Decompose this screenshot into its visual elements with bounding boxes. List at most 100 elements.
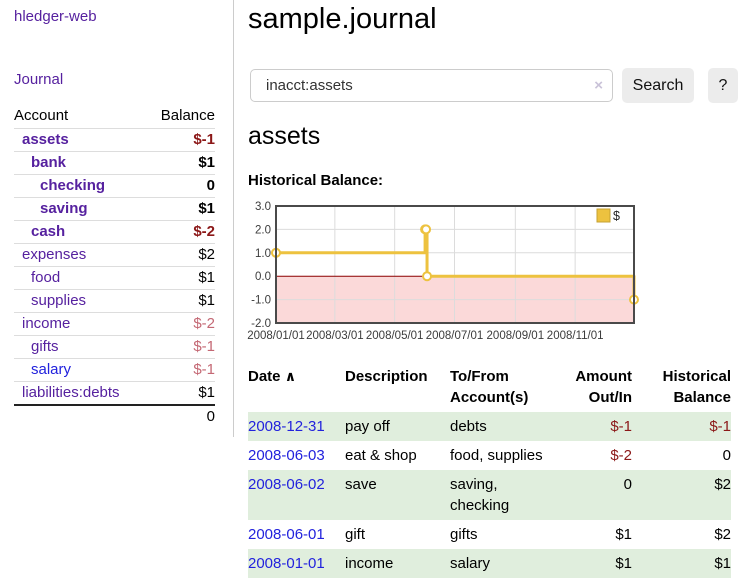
sidebar: hledger-web Journal Account Balance asse…: [0, 0, 234, 437]
transaction-accounts: debts: [450, 412, 552, 441]
account-row: gifts $-1: [14, 335, 215, 359]
date-column-header[interactable]: Date ∧: [248, 368, 297, 385]
account-link[interactable]: food: [31, 269, 61, 286]
svg-text:-2.0: -2.0: [251, 318, 271, 330]
chart-title: Historical Balance:: [248, 172, 384, 189]
svg-text:2008/07/01: 2008/07/01: [426, 330, 484, 342]
svg-text:2.0: 2.0: [255, 224, 271, 236]
historical-balance-chart: 3.0 2.0 1.0 0.0 -1.0 -2.0 2008/01/01 2008/03/01…: [245, 200, 742, 348]
transaction-description: gift: [345, 526, 366, 543]
account-link[interactable]: bank: [31, 154, 67, 171]
transaction-row: 2008-12-31 pay off debts $-1 $-1: [248, 412, 731, 441]
transaction-accounts: food, supplies: [450, 447, 543, 464]
svg-text:2008/01/01: 2008/01/01: [247, 330, 305, 342]
account-row: liabilities:debts $1: [14, 381, 215, 405]
account-link[interactable]: liabilities:debts: [22, 384, 120, 401]
account-balance: $-1: [146, 128, 215, 152]
transaction-amount: $1: [552, 549, 632, 578]
account-row: supplies $1: [14, 289, 215, 313]
account-row: expenses $2: [14, 243, 215, 267]
transaction-row: 2008-01-01 income salary $1 $1: [248, 549, 731, 578]
transaction-amount: $-2: [610, 447, 632, 464]
account-link[interactable]: gifts: [31, 338, 59, 355]
total-balance: 0: [146, 404, 215, 428]
account-row: salary $-1: [14, 358, 215, 382]
account-link[interactable]: salary: [31, 361, 72, 378]
transaction-date-link[interactable]: 2008-01-01: [248, 555, 325, 572]
svg-text:0.0: 0.0: [255, 271, 271, 283]
page-title: sample.journal: [248, 3, 437, 35]
description-column-header: Description: [345, 368, 428, 385]
data-point: [421, 224, 432, 235]
account-link[interactable]: expenses: [22, 246, 87, 263]
account-row: assets $-1: [14, 128, 215, 152]
account-link[interactable]: supplies: [31, 292, 87, 309]
account-row: cash $-2: [14, 220, 215, 244]
sort-ascending-icon: ∧: [284, 368, 297, 384]
account-row: bank $1: [14, 151, 215, 175]
account-balance: $1: [146, 381, 215, 405]
transaction-description: eat & shop: [345, 447, 417, 464]
svg-text:-1.0: -1.0: [251, 295, 271, 307]
svg-text:2008/05/01: 2008/05/01: [366, 330, 424, 342]
search-input[interactable]: [250, 69, 613, 102]
transactions-header-row: Date ∧ Description To/From Account(s) Am…: [248, 364, 731, 412]
clear-search-icon[interactable]: ×: [594, 77, 603, 94]
transaction-accounts: saving, checking: [450, 470, 552, 520]
sidebar-item-journal[interactable]: Journal: [14, 71, 64, 88]
account-table-header: Account Balance: [14, 104, 215, 129]
transaction-description: pay off: [345, 412, 450, 441]
transaction-amount: $-1: [552, 412, 632, 441]
transaction-date-link[interactable]: 2008-12-31: [248, 418, 325, 435]
transaction-row: 2008-06-01 gift gifts $1 $2: [248, 520, 731, 549]
account-balance: $1: [146, 289, 215, 313]
help-button[interactable]: ?: [708, 68, 738, 103]
svg-text:2008/11/01: 2008/11/01: [547, 330, 604, 342]
amount-column-header: Amount Out/In: [575, 368, 632, 406]
svg-text:1.0: 1.0: [255, 248, 271, 260]
account-balance: $1: [146, 197, 215, 221]
account-heading: assets: [248, 122, 321, 150]
transaction-date-link[interactable]: 2008-06-01: [248, 526, 325, 543]
transaction-row: 2008-06-03 eat & shop food, supplies $-2 0: [248, 441, 731, 470]
transaction-accounts: gifts: [450, 526, 478, 543]
account-balance: $-2: [146, 220, 215, 244]
account-balance: 0: [146, 174, 215, 198]
account-link[interactable]: checking: [40, 177, 106, 194]
transaction-description: save: [345, 470, 450, 520]
transaction-balance: $2: [632, 470, 731, 520]
transactions-table: Date ∧ Description To/From Account(s) Am…: [248, 364, 731, 578]
transaction-amount: $1: [615, 526, 632, 543]
total-row: 0: [14, 404, 215, 428]
account-row: checking 0: [14, 174, 215, 198]
account-link[interactable]: income: [22, 315, 71, 332]
tofrom-column-header: To/From Account(s): [450, 368, 529, 406]
account-balance: $-1: [146, 358, 215, 382]
legend-swatch: [596, 208, 611, 223]
transaction-date-link[interactable]: 2008-06-02: [248, 476, 325, 493]
transaction-balance: $-1: [632, 412, 731, 441]
transaction-row: 2008-06-02 save saving, checking 0 $2: [248, 470, 731, 520]
transaction-balance: $1: [632, 549, 731, 578]
account-balance-table: Account Balance assets $-1 bank $1 checking 0…: [14, 104, 215, 428]
search-button[interactable]: Search: [622, 68, 694, 103]
transaction-accounts: salary: [450, 549, 552, 578]
transaction-balance: 0: [722, 447, 731, 464]
transaction-date-link[interactable]: 2008-06-03: [248, 447, 325, 464]
account-row: saving $1: [14, 197, 215, 221]
transaction-balance: $2: [714, 526, 731, 543]
app-title-link[interactable]: hledger-web: [14, 8, 97, 25]
account-balance: $-1: [146, 335, 215, 359]
svg-text:2008/09/01: 2008/09/01: [487, 330, 545, 342]
account-row: income $-2: [14, 312, 215, 336]
svg-text:3.0: 3.0: [255, 201, 271, 213]
account-balance: $1: [146, 151, 215, 175]
account-balance: $2: [146, 243, 215, 267]
transaction-amount: 0: [552, 470, 632, 520]
account-link[interactable]: saving: [40, 200, 88, 217]
account-column-header: Account: [14, 107, 69, 124]
balance-column-header: Balance: [160, 107, 215, 124]
account-link[interactable]: cash: [31, 223, 66, 240]
account-link[interactable]: assets: [22, 131, 69, 148]
